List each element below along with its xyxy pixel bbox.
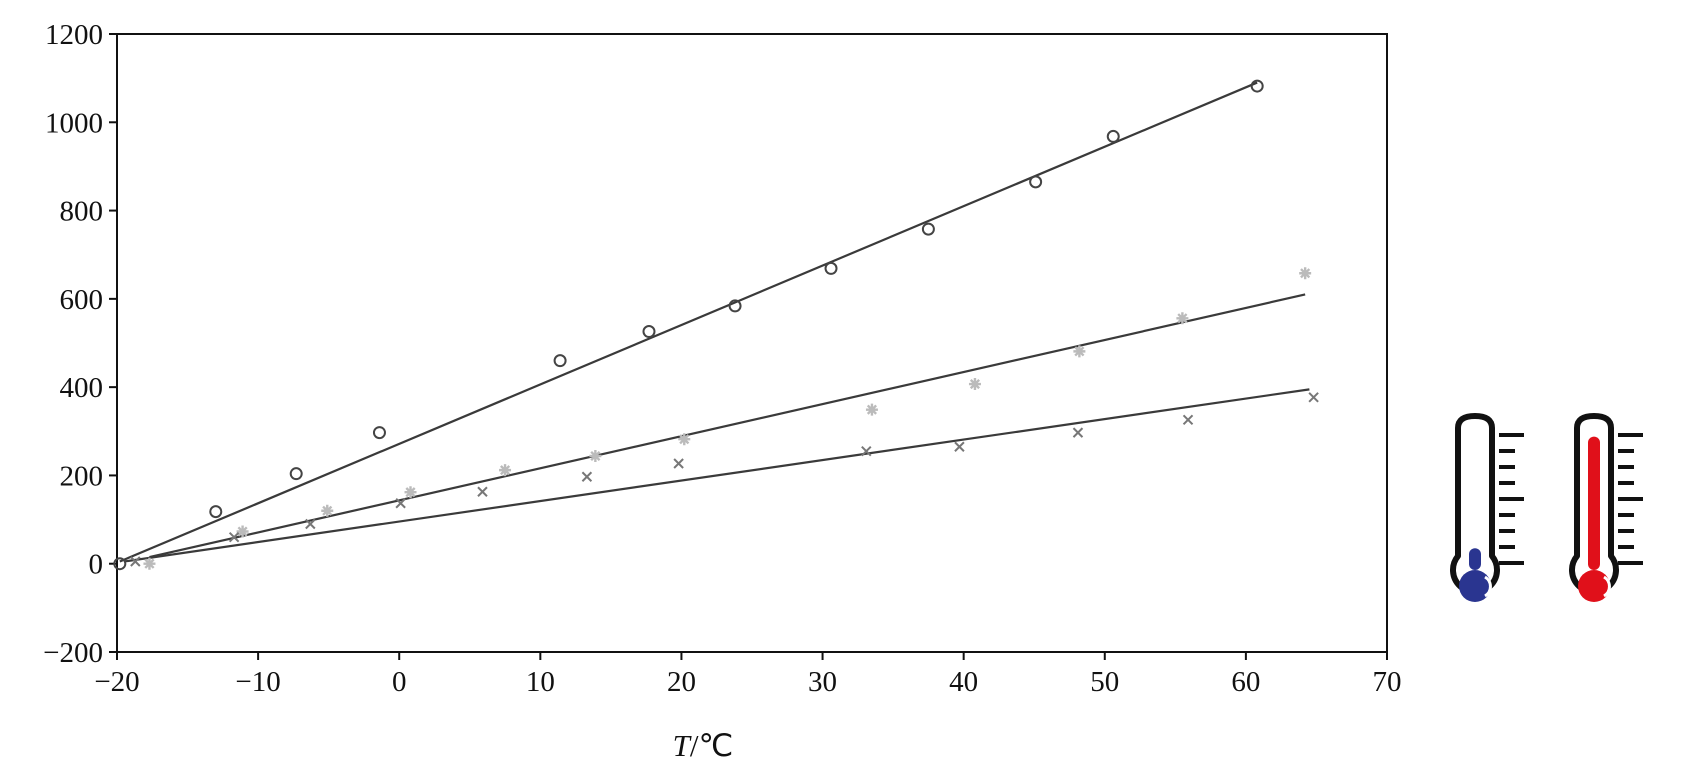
x-tick-label: 50 [1090, 666, 1119, 698]
fit-line-series-2 [149, 293, 1306, 559]
thermometer-cold-scale [1499, 433, 1524, 565]
data-points [113, 79, 1319, 571]
thermometer-cold-level [1469, 548, 1481, 570]
x-tick-label: −10 [235, 666, 280, 698]
data-point-series-1 [113, 557, 127, 571]
fit-line-series-1 [119, 81, 1258, 563]
thermometer-hot-scale [1618, 433, 1643, 565]
data-point-series-1 [1106, 129, 1120, 143]
thermometer-cold-icon [1450, 413, 1524, 602]
y-axis: −200 0 200 400 600 800 1000 1200 [43, 19, 117, 669]
x-tick-label: 30 [808, 666, 837, 698]
x-tick-label: 60 [1231, 666, 1260, 698]
data-point-series-3 [1308, 392, 1319, 403]
fit-lines [119, 81, 1310, 563]
x-axis-title: T/℃ [673, 728, 734, 763]
y-tick-label: 400 [60, 372, 104, 404]
y-tick-label: −200 [43, 637, 103, 669]
data-point-series-2 [321, 504, 334, 517]
x-tick-label: 0 [392, 666, 407, 698]
data-point-series-3 [130, 556, 141, 567]
data-point-series-2 [589, 450, 602, 463]
data-point-series-2 [143, 557, 156, 570]
x-axis-title-symbol: T [673, 728, 693, 763]
y-tick-label: 0 [89, 549, 104, 581]
data-point-series-3 [581, 471, 593, 482]
x-axis: −20 −10 0 10 20 30 40 50 60 70 [94, 652, 1402, 698]
data-point-series-1 [728, 299, 742, 313]
data-point-series-1 [824, 261, 838, 275]
data-point-series-1 [289, 467, 303, 481]
thermometer-hot-level [1588, 436, 1600, 570]
x-tick-label: 10 [526, 666, 555, 698]
data-point-series-1 [642, 325, 656, 339]
data-point-series-2 [236, 525, 249, 538]
data-point-series-1 [1029, 175, 1043, 189]
data-point-series-2 [865, 403, 878, 416]
y-tick-label: 200 [60, 460, 104, 492]
data-point-series-3 [228, 532, 240, 543]
x-tick-label: 70 [1373, 666, 1402, 698]
data-point-series-2 [499, 464, 512, 477]
data-point-series-2 [404, 486, 417, 499]
x-axis-title-unit: /℃ [690, 728, 733, 763]
data-point-series-2 [1073, 345, 1086, 358]
data-point-series-1 [553, 354, 567, 368]
x-tick-label: 40 [949, 666, 978, 698]
data-point-series-3 [861, 445, 872, 457]
data-point-series-3 [673, 458, 684, 469]
y-tick-label: 800 [60, 196, 104, 228]
data-point-series-2 [678, 433, 691, 446]
data-point-series-1 [1250, 79, 1264, 93]
x-tick-label: −20 [94, 666, 139, 698]
thermometer-cold-bulb [1459, 570, 1491, 602]
x-tick-label: 20 [667, 666, 696, 698]
data-point-series-2 [1176, 312, 1189, 325]
thermometer-hot-bulb [1578, 570, 1610, 602]
plot-frame [116, 33, 1388, 653]
data-point-series-1 [372, 426, 386, 440]
y-tick-label: 1000 [45, 107, 103, 139]
fit-line-series-3 [123, 388, 1310, 563]
data-point-series-1 [209, 505, 223, 519]
data-point-series-3 [1182, 414, 1194, 426]
data-point-series-2 [1299, 267, 1312, 280]
data-point-series-2 [968, 378, 981, 391]
thermometer-hot-icon [1569, 413, 1643, 602]
y-tick-label: 600 [60, 284, 104, 316]
data-point-series-1 [921, 222, 935, 236]
y-tick-label: 1200 [45, 19, 103, 51]
data-point-series-3 [1072, 427, 1084, 438]
data-point-series-3 [305, 518, 316, 530]
data-point-series-3 [477, 486, 488, 497]
data-point-series-3 [395, 498, 406, 509]
data-point-series-3 [954, 441, 965, 452]
